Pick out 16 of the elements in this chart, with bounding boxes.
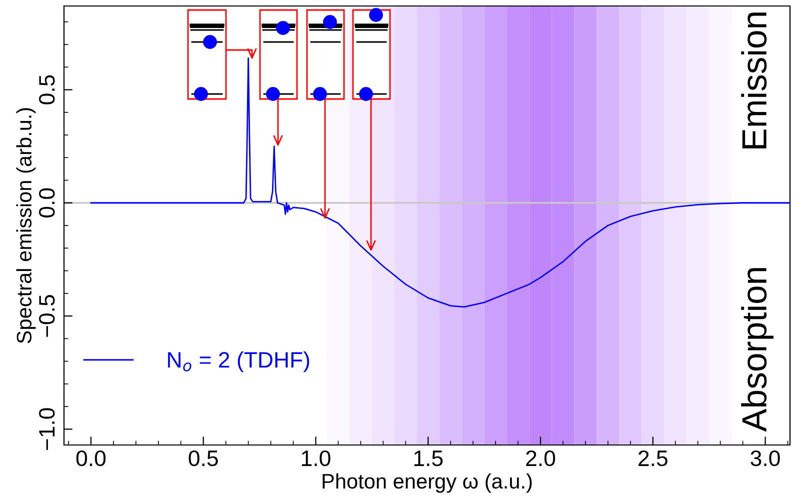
- x-tick-label: 2.5: [638, 450, 668, 466]
- x-tick-label: 0.0: [76, 450, 106, 466]
- x-axis-title: Photon energy ω (a.u.): [322, 473, 532, 493]
- y-axis-title: Spectral emission (arb.u.): [16, 108, 36, 344]
- x-tick-label: 0.5: [188, 450, 218, 466]
- y-tick-label: −1.0: [39, 408, 55, 450]
- annotation: Emission: [741, 12, 767, 148]
- legend-label: N$_{o}$ = 2 (TDHF): [168, 351, 310, 372]
- y-tick-label: 0.0: [39, 188, 55, 218]
- x-tick-label: 3.0: [750, 450, 780, 466]
- annotation: Absorption: [741, 268, 774, 432]
- y-tick-label: −0.5: [39, 295, 55, 337]
- y-tick-label: 0.5: [39, 75, 55, 104]
- x-tick-label: 1.0: [302, 450, 330, 466]
- x-tick-label: 2.0: [526, 450, 556, 466]
- x-tick-label: 1.5: [414, 450, 443, 466]
